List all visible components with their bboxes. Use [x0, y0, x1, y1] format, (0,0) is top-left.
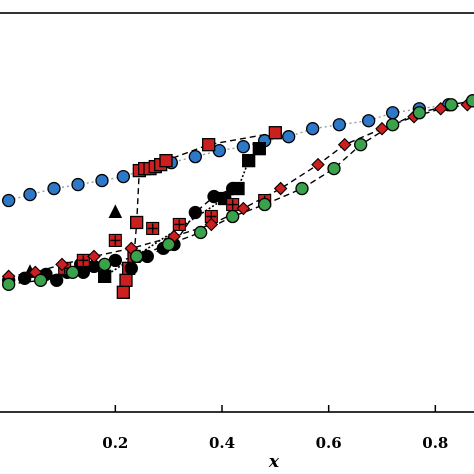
series-0-point-10	[236, 140, 250, 154]
series-1-point-11	[202, 138, 216, 152]
series-1-point-1	[119, 273, 133, 287]
series-7-point-1	[34, 273, 48, 287]
series-5-point-3	[146, 221, 160, 236]
series-5-point-2	[108, 233, 122, 247]
series-1-point-4	[130, 215, 144, 230]
series-7-point-0	[2, 277, 16, 291]
series-6-point-7	[236, 201, 251, 216]
series-0-point-5	[116, 169, 130, 184]
series-0-point-3	[71, 177, 85, 192]
series-0-point-1	[23, 187, 37, 202]
series-3-point-0	[98, 269, 112, 283]
series-3-point-3	[242, 153, 256, 168]
series-7-point-15	[466, 94, 474, 108]
series-7-point-4	[130, 249, 144, 264]
series-4-point-1	[108, 204, 123, 218]
series-0-point-14	[332, 118, 346, 132]
series-6-point-6	[204, 217, 219, 232]
x-tick-label-2: 0.6	[316, 434, 342, 452]
x-tick-label-3: 0.8	[422, 434, 448, 452]
series-6-point-13	[433, 101, 448, 116]
series-6-point-10	[337, 137, 352, 152]
series-0-point-16	[386, 106, 400, 120]
plot-frame	[0, 12, 474, 413]
series-markers	[1, 94, 474, 299]
series-1-point-10	[159, 153, 173, 168]
series-7-point-5	[162, 237, 176, 252]
series-7-point-13	[412, 106, 426, 120]
series-2-point-3	[50, 273, 64, 287]
series-1-point-0	[116, 285, 130, 299]
series-0-point-13	[306, 122, 320, 136]
series-7-point-12	[386, 118, 400, 132]
series-6-point-2	[55, 257, 69, 272]
series-5-point-6	[226, 197, 240, 212]
series-0-point-15	[362, 114, 376, 128]
series-0-point-2	[47, 181, 61, 196]
series-0-point-4	[95, 173, 109, 188]
series-7-point-3	[98, 257, 112, 272]
series-7-point-10	[327, 161, 341, 176]
series-5-point-1	[76, 253, 90, 267]
series-5-point-4	[172, 217, 186, 232]
series-3-point-4	[252, 142, 266, 156]
x-ticks: 0.2 0.4 0.6 0.8	[102, 405, 448, 452]
x-axis-title: x	[268, 452, 280, 472]
series-7-point-7	[226, 209, 240, 224]
series-6-point-9	[311, 157, 325, 172]
series-1-point-12	[268, 126, 282, 140]
series-5-point-2-plus	[110, 235, 121, 246]
series-2-point-13	[188, 205, 202, 220]
series-5-point-4-plus	[174, 219, 185, 230]
series-5-point-6-plus	[227, 199, 238, 210]
series-7-point-6	[194, 225, 208, 240]
series-0-point-8	[188, 149, 202, 164]
series-7-point-8	[258, 197, 272, 212]
series-2-point-9	[124, 261, 138, 276]
x-tick-label-0: 0.2	[102, 434, 128, 452]
series-7-point-2	[66, 265, 80, 280]
series-6-point-8	[273, 181, 288, 196]
series-5-point-1-plus	[78, 255, 89, 266]
series-6-point-11	[375, 121, 389, 136]
series-3-point-2	[231, 181, 245, 196]
series-5-point-3-plus	[147, 223, 158, 234]
x-tick-label-1: 0.4	[209, 434, 235, 452]
series-6-point-3	[87, 249, 101, 264]
series-0-point-0	[2, 193, 16, 208]
series-7-point-14	[444, 98, 458, 112]
series-7-point-11	[354, 138, 368, 152]
series-0-point-12	[282, 130, 296, 144]
series-7-point-9	[295, 181, 309, 196]
